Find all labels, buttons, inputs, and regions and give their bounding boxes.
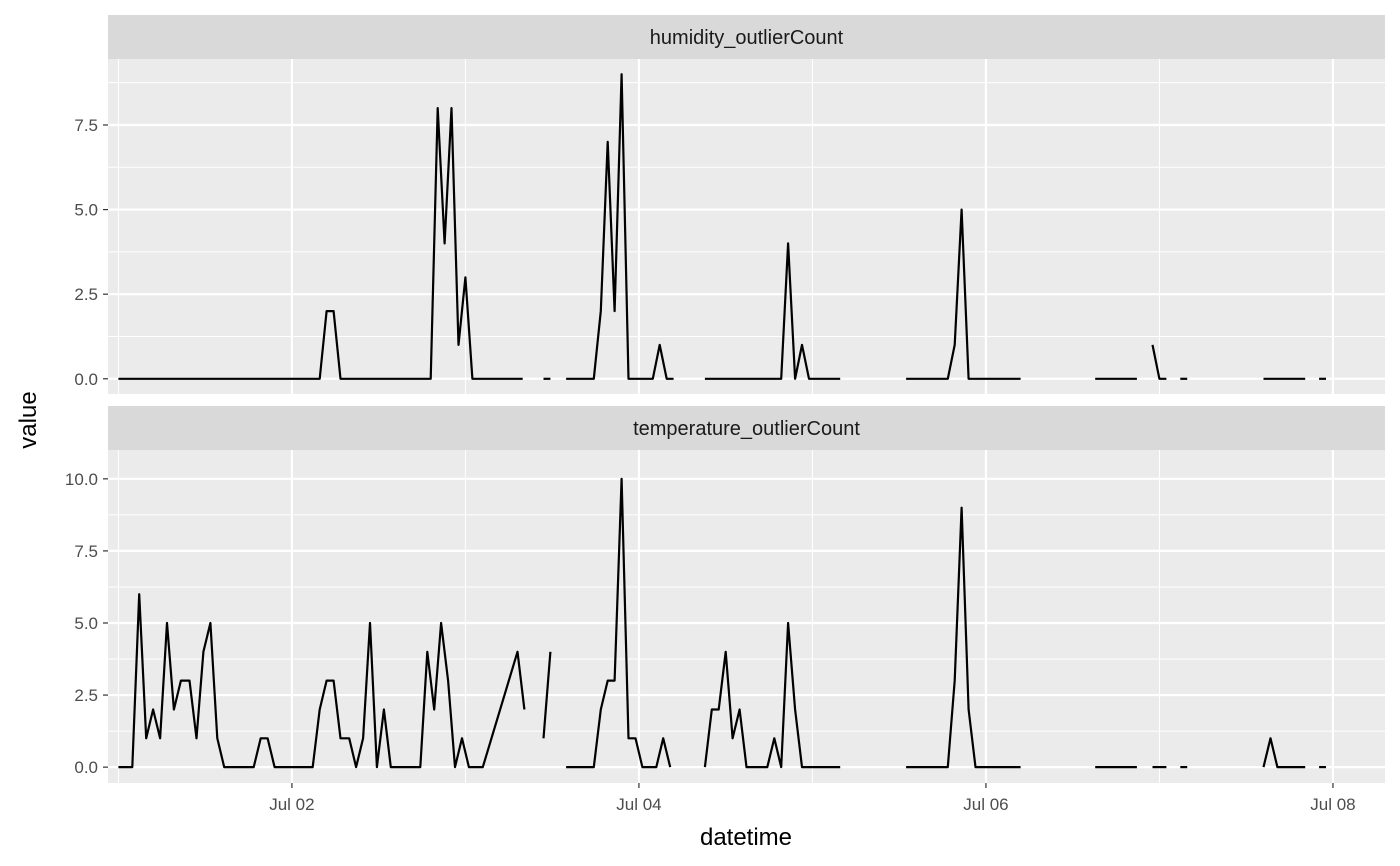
- x-tick-label: Jul 06: [963, 795, 1008, 814]
- x-tick-label: Jul 04: [616, 795, 661, 814]
- panels-layer: humidity_outlierCount0.02.55.07.5tempera…: [65, 15, 1385, 783]
- x-axis: Jul 02 Jul 04 Jul 06 Jul 08: [269, 783, 1356, 814]
- y-tick-label: 2.5: [74, 285, 98, 304]
- y-tick-label: 7.5: [74, 116, 98, 135]
- y-axis-title: value: [15, 391, 42, 448]
- series-line-segment: [1262, 737, 1306, 769]
- y-tick-label: 0.0: [74, 370, 98, 389]
- x-axis-title: datetime: [700, 824, 792, 851]
- y-tick-label: 2.5: [74, 686, 98, 705]
- facet-strip-label: temperature_outlierCount: [633, 418, 860, 440]
- panel-background: [108, 450, 1385, 783]
- facet-strip: [108, 406, 1385, 450]
- facet-strip: [108, 15, 1385, 59]
- series-line-segment: [542, 651, 552, 739]
- series-line-segment: [118, 106, 523, 380]
- x-tick-label: Jul 08: [1310, 795, 1355, 814]
- series-line-segment: [703, 621, 841, 769]
- facet-strip-label: humidity_outlierCount: [650, 27, 844, 49]
- series-line-segment: [906, 506, 1021, 769]
- series-line-segment: [704, 242, 841, 380]
- y-tick-label: 5.0: [74, 614, 98, 633]
- series-line-segment: [118, 593, 526, 769]
- panel-background: [108, 59, 1385, 394]
- series-line-segment: [906, 208, 1021, 380]
- x-tick-label: Jul 02: [269, 795, 314, 814]
- facet-panel-temperature_outlierCount: temperature_outlierCount 0.0 2.5 5.0 7.5 10.0: [65, 406, 1385, 783]
- y-tick-label: 7.5: [74, 542, 98, 561]
- facet-panel-humidity_outlierCount: humidity_outlierCount 0.0 2.5 5.0 7.5: [74, 15, 1385, 394]
- y-tick-label: 10.0: [65, 470, 98, 489]
- y-tick-label: 5.0: [74, 201, 98, 220]
- series-line-segment: [566, 477, 672, 769]
- series-line-segment: [566, 73, 674, 380]
- y-tick-label: 0.0: [74, 758, 98, 777]
- series-line-segment: [1151, 344, 1167, 380]
